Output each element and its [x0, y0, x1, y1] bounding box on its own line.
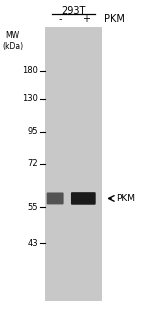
Text: MW
(kDa): MW (kDa) [2, 31, 23, 51]
Text: 55: 55 [28, 203, 38, 212]
Text: 95: 95 [28, 127, 38, 136]
FancyBboxPatch shape [47, 192, 64, 204]
Text: +: + [82, 14, 90, 24]
FancyBboxPatch shape [71, 192, 96, 205]
Text: 72: 72 [28, 160, 38, 168]
Text: 180: 180 [22, 66, 38, 75]
Text: -: - [58, 14, 62, 24]
Text: 43: 43 [28, 239, 38, 248]
Text: PKM: PKM [116, 194, 135, 203]
Bar [45, 27, 102, 301]
Text: PKM: PKM [103, 14, 124, 24]
Text: 293T: 293T [61, 6, 85, 16]
Text: 130: 130 [22, 95, 38, 103]
